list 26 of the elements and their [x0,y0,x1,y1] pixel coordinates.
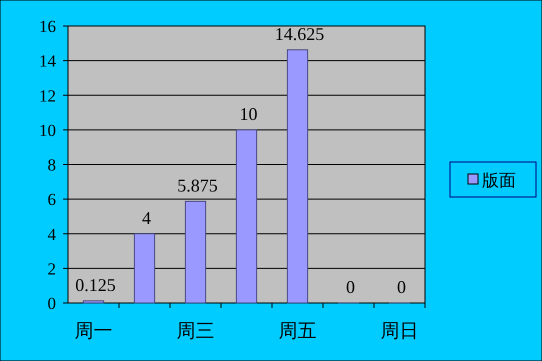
y-tick-label: 14 [39,52,56,71]
y-tick-label: 6 [48,190,56,210]
data-label: 5.875 [177,175,218,196]
bar [134,233,156,304]
data-label: 14.625 [274,24,324,44]
y-tick-label: 8 [48,156,56,174]
y-tick-label: 0 [48,294,56,313]
bar [236,129,258,304]
y-tick-label: 10 [39,120,56,140]
legend-label: 版面 [482,171,516,190]
bar [286,49,308,304]
x-tick-label: 周日 [380,321,418,342]
y-tick-label: 4 [48,224,56,244]
bar [184,200,206,304]
y-tick-label: 2 [48,259,56,278]
data-label: 4 [142,208,151,228]
data-label: 10 [240,104,258,124]
data-label: 0.125 [75,274,116,295]
x-tick-label: 周五 [278,321,316,342]
x-tick-label: 周三 [176,321,214,342]
data-label: 0 [397,277,406,297]
y-tick-label: 16 [39,17,56,36]
y-tick-label: 12 [39,86,56,106]
x-tick-label: 周一 [74,321,112,342]
data-label: 0 [346,277,355,297]
bar [82,300,104,304]
